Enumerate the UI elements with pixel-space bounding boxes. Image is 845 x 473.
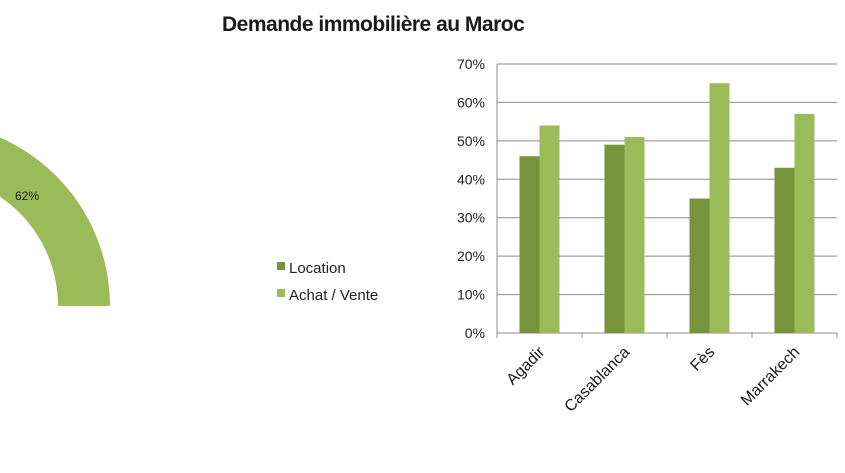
x-category-label: Marrakech <box>738 344 803 409</box>
y-tick-label: 40% <box>457 171 485 187</box>
y-tick-label: 10% <box>457 287 485 303</box>
y-tick-label: 60% <box>457 94 485 110</box>
legend-swatch <box>277 289 285 297</box>
donut-slice-label: 62% <box>15 189 39 203</box>
y-tick-label: 0% <box>465 325 485 341</box>
y-tick-label: 50% <box>457 133 485 149</box>
x-category-label: Casablanca <box>562 344 634 416</box>
chart-legend: Location Achat / Vente <box>277 260 378 304</box>
bar-achat-vente <box>709 83 730 333</box>
legend-swatch <box>277 262 285 270</box>
bar-location <box>689 198 710 333</box>
x-category-label: Agadir <box>504 343 549 388</box>
bar-achat-vente <box>794 113 815 333</box>
legend-label: Location <box>289 260 346 277</box>
bar-location <box>604 144 625 333</box>
legend-label: Achat / Vente <box>289 287 378 304</box>
donut-slice <box>0 137 110 306</box>
y-tick-label: 70% <box>457 56 485 72</box>
donut-chart: 62% <box>0 137 110 306</box>
x-category-label: Fès <box>687 344 718 375</box>
bar-achat-vente <box>539 125 560 333</box>
bar-location <box>774 167 795 333</box>
y-tick-label: 30% <box>457 210 485 226</box>
bar-location <box>519 156 540 333</box>
chart-title: Demande immobilière au Maroc <box>222 13 525 36</box>
bar-chart-plot: 0% 10% 20% 30% 40% 50% 60% 70% Agadir Casablanca F… <box>457 56 838 416</box>
y-tick-label: 20% <box>457 248 485 264</box>
bar-achat-vente <box>624 137 645 333</box>
